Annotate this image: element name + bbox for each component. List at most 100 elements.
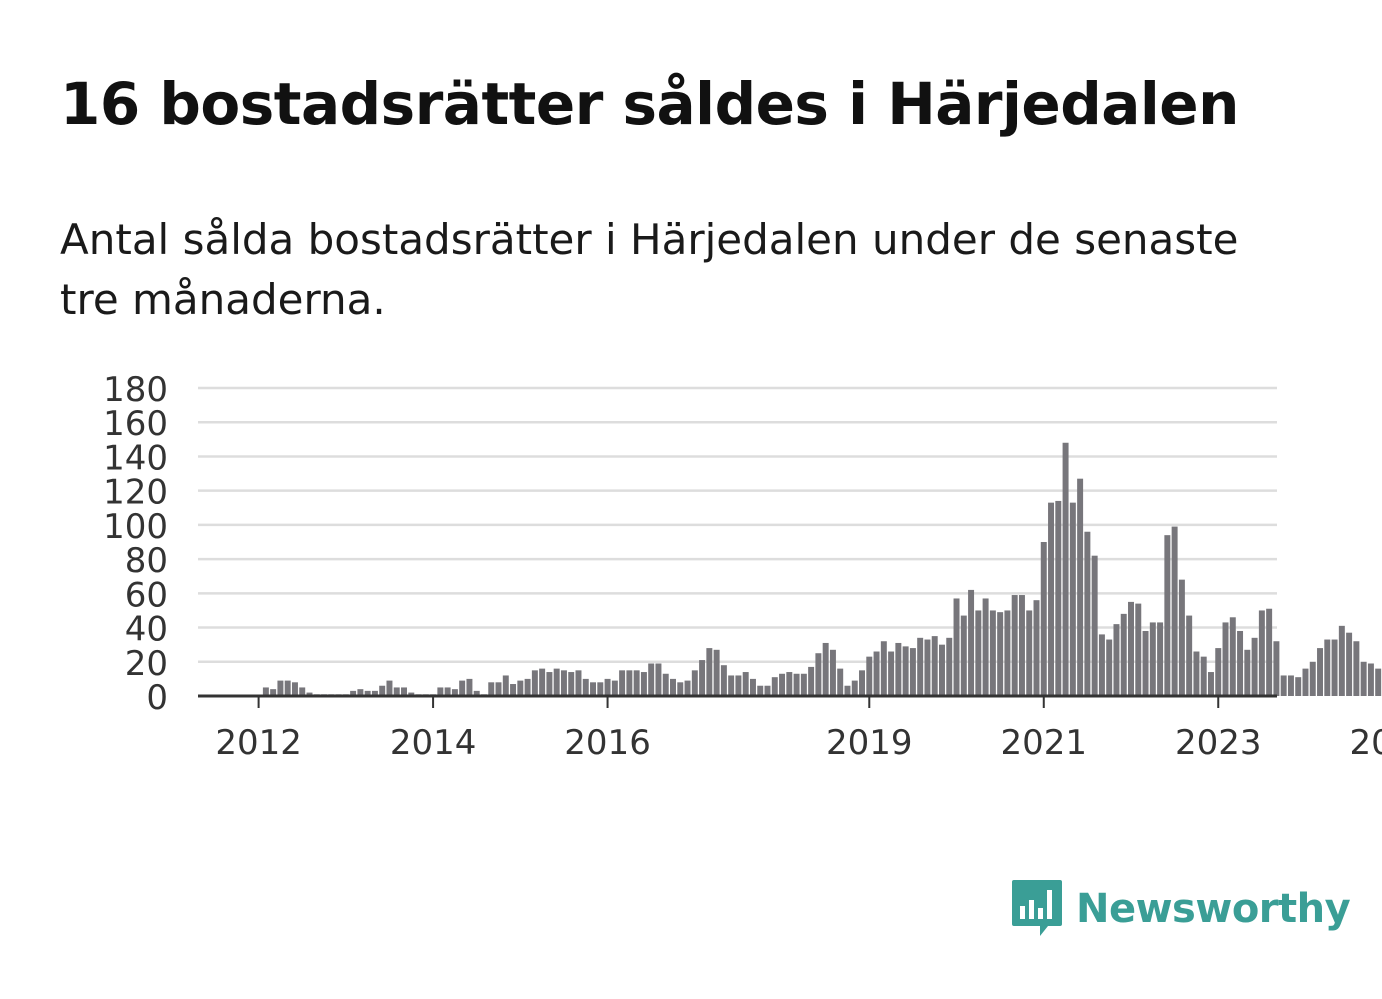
bar [1237,630,1244,696]
x-tick-label: 2023 [1175,723,1262,763]
bar [851,680,858,696]
chart-subtitle: Antal sålda bostadsrätter i Härjedalen u… [60,215,1239,324]
bar [939,644,945,696]
bar [386,680,393,696]
bar [786,672,793,696]
bar [1142,630,1149,696]
bar [989,610,996,696]
brand-name: Newsworthy [1076,886,1351,932]
bar [277,680,284,696]
bar [1295,677,1302,696]
y-tick-label: 0 [146,678,168,718]
x-tick-label: 2021 [1000,723,1087,763]
bar [873,651,880,696]
bar [437,687,444,696]
bar [779,673,786,696]
bar [1026,610,1033,696]
bar [393,687,400,696]
bar [757,685,764,696]
bar [728,675,735,696]
bar [488,682,495,696]
bar [866,656,873,696]
bar [524,678,531,696]
bar [837,668,844,696]
bar [1353,641,1360,696]
bar [306,692,313,696]
bar [1287,675,1294,696]
y-tick-label: 140 [103,438,168,478]
bar [284,680,291,696]
bar [1004,610,1011,696]
newsworthy-logo-icon [1012,880,1062,936]
bar [517,680,524,696]
bar [531,670,538,696]
bar [1302,668,1309,696]
bar [844,685,851,696]
bar [1178,579,1185,696]
bar [560,670,567,696]
bar [859,670,865,696]
bar [1273,641,1280,696]
bar [953,598,960,696]
bar [895,642,902,696]
bar [401,687,407,696]
bar [1193,651,1200,696]
bar [1120,613,1127,696]
bar [291,682,298,696]
bar [582,678,589,696]
bar [1331,639,1338,696]
bar [604,678,611,696]
bar [379,685,386,696]
bar [670,678,676,696]
x-tick-label: 2016 [564,723,651,763]
bar [1069,502,1076,696]
bar [270,689,277,696]
bar [1018,595,1025,696]
bar [1113,624,1120,696]
bar [1077,478,1084,696]
bar [800,673,807,696]
bar [888,651,895,696]
bar [1048,502,1055,696]
bar [749,678,756,696]
bar [1280,675,1287,696]
bar [829,649,836,696]
y-tick-label: 180 [103,370,168,410]
bar [1346,632,1353,696]
bar [357,689,364,696]
bar [1229,617,1236,696]
x-tick-label: 2019 [826,723,913,763]
bar [451,689,458,696]
bar [1084,531,1091,696]
bar [706,648,713,696]
bar [495,682,502,696]
bar [662,673,669,696]
bar [815,653,822,696]
bar [677,682,684,696]
bar [1222,622,1229,696]
bar [626,670,633,696]
bar [1135,603,1142,696]
bar [997,612,1004,696]
bar [466,678,473,696]
bar [1171,526,1178,696]
chart-title: 16 bostadsrätter såldes i Härjedalen [60,70,1239,138]
bar [648,663,655,696]
bar [408,692,415,696]
bar [640,672,647,696]
bar [590,682,597,696]
bar [1309,661,1316,696]
y-tick-label: 40 [125,610,168,650]
bar [1200,656,1207,696]
y-tick-label: 120 [103,473,168,513]
bar [444,687,451,696]
bar [597,682,604,696]
gridlines [198,386,1277,664]
bar [568,672,575,696]
bar [262,687,269,696]
y-tick-label: 80 [125,541,168,581]
bar [1215,648,1222,696]
bar [1324,639,1331,696]
bar [1367,663,1374,696]
